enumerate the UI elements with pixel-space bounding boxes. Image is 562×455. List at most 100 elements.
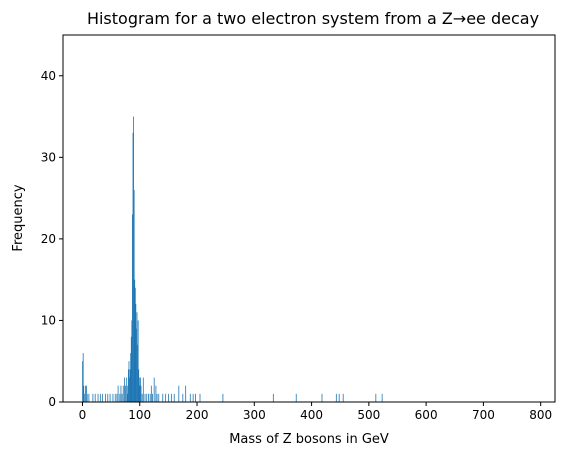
y-tick-label: 10 — [41, 313, 56, 327]
histogram-bar — [195, 393, 196, 402]
x-tick-label: 100 — [128, 408, 151, 422]
histogram-bar — [136, 312, 138, 402]
histogram-bar — [189, 393, 191, 402]
histogram-bar — [105, 393, 106, 402]
histogram-bar — [114, 393, 116, 402]
histogram-bar — [173, 393, 175, 402]
y-tick-label: 40 — [41, 69, 56, 83]
histogram-bar — [116, 393, 118, 402]
histogram-bar — [138, 377, 140, 402]
histogram-bar — [165, 393, 167, 402]
histogram-bar — [375, 393, 377, 402]
x-tick-label: 600 — [415, 408, 438, 422]
histogram-bar — [129, 369, 131, 402]
histogram-bar — [127, 393, 129, 402]
histogram-bar — [92, 393, 94, 402]
histogram-bar — [97, 393, 99, 402]
histogram-bar — [85, 385, 86, 402]
histogram-bar — [133, 116, 134, 402]
histogram-bar — [122, 385, 124, 402]
histogram-bar — [142, 377, 144, 402]
y-tick-label: 0 — [48, 395, 56, 409]
histogram-bar — [295, 393, 297, 402]
histogram-bar — [82, 361, 83, 402]
histogram-bar — [321, 393, 323, 402]
histogram-bar — [130, 353, 132, 402]
histogram-bar — [128, 361, 130, 402]
histogram-bar — [146, 393, 148, 402]
y-axis-label: Frequency — [11, 184, 26, 251]
x-tick-label: 800 — [529, 408, 552, 422]
x-tick-label: 500 — [357, 408, 380, 422]
histogram-bar — [102, 393, 104, 402]
histogram-bar — [130, 336, 132, 402]
histogram-bar — [135, 304, 137, 402]
histogram-bar — [141, 393, 143, 402]
histogram-bar — [178, 385, 180, 402]
plot-area — [63, 35, 555, 402]
histogram-bar — [112, 393, 114, 402]
histogram-bar — [155, 385, 157, 402]
histogram-bar — [134, 279, 136, 402]
histogram-bar — [342, 393, 344, 402]
histogram-bar — [272, 393, 274, 402]
histogram-bar — [94, 393, 96, 402]
histogram-bar — [86, 385, 87, 402]
x-tick-label: 0 — [79, 408, 87, 422]
histogram-bar — [140, 385, 142, 402]
histogram-bar — [192, 393, 194, 402]
histogram-bar — [88, 393, 90, 402]
histogram-bar — [137, 344, 138, 402]
histogram-bar — [139, 385, 141, 402]
histogram-bar — [138, 369, 140, 402]
x-tick-label: 400 — [300, 408, 323, 422]
histogram-bar — [182, 393, 184, 402]
histogram-bar — [144, 393, 146, 402]
histogram-bar — [152, 393, 153, 402]
histogram-bar — [86, 393, 88, 402]
histogram-bar — [148, 393, 149, 402]
histogram-bar — [124, 377, 125, 402]
histogram-bar — [170, 393, 172, 402]
histogram-bar — [107, 393, 109, 402]
histogram-bar — [119, 393, 121, 402]
histogram-bar — [149, 393, 151, 402]
x-tick-label: 700 — [472, 408, 495, 422]
histogram-bar — [126, 385, 128, 402]
histogram-bar — [132, 214, 133, 402]
histogram-bar — [129, 377, 130, 402]
histogram-bar — [125, 385, 126, 402]
histogram-bar — [162, 393, 164, 402]
plot-frame — [62, 34, 556, 403]
histogram-bar — [335, 393, 337, 402]
histogram-bar — [83, 385, 85, 402]
histogram-bar — [222, 393, 224, 402]
histogram-bar — [185, 385, 187, 402]
histogram-bar — [109, 393, 111, 402]
y-tick-label: 20 — [41, 232, 56, 246]
histogram-bar — [199, 393, 201, 402]
histogram-bar — [140, 377, 141, 402]
histogram-bar — [168, 393, 169, 402]
histogram-bar — [133, 189, 135, 402]
histogram-bar — [121, 393, 123, 402]
histogram-bar — [381, 393, 383, 402]
histogram-bar — [153, 377, 155, 402]
histogram-bar — [338, 393, 340, 402]
y-axis-ticks: 0 10 20 30 40 — [41, 69, 63, 409]
chart-title: Histogram for a two electron system from… — [87, 9, 539, 28]
histogram-bar — [83, 393, 85, 402]
histogram-bar — [134, 287, 136, 402]
histogram-bar — [150, 385, 152, 402]
histogram-bar — [117, 385, 119, 402]
y-tick-label: 30 — [41, 150, 56, 164]
x-axis-label: Mass of Z bosons in GeV — [229, 432, 389, 447]
x-tick-label: 200 — [186, 408, 209, 422]
histogram-bar — [137, 320, 139, 402]
histogram-bar — [158, 393, 160, 402]
histogram-bar — [99, 393, 101, 402]
x-axis-ticks: 0 100 200 300 400 500 600 700 800 — [79, 402, 552, 422]
histogram-bar — [120, 385, 122, 402]
histogram-bar — [128, 369, 129, 402]
